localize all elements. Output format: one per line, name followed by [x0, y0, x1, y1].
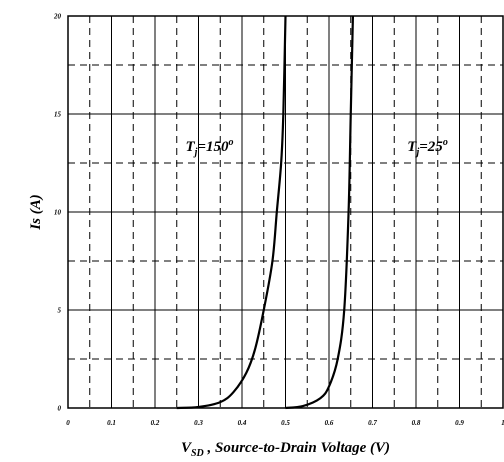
x-tick-label: 0.9	[455, 419, 464, 427]
x-tick-label: 0.5	[281, 419, 290, 427]
curves	[176, 15, 355, 410]
x-tick-label: 0.3	[194, 419, 203, 427]
plot-frame	[67, 15, 504, 409]
y-axis-label: Is (A)	[28, 194, 44, 230]
y-axis-label-rest: (A)	[28, 194, 44, 218]
x-axis-label: VSD , Source-to-Drain Voltage (V)	[181, 440, 390, 459]
x-tick-label: 0.7	[368, 419, 377, 427]
y-tick-label: 15	[54, 111, 62, 119]
x-tick-labels: 0 0.1 0.2 0.3 0.4 0.5 0.6 0.7 0.8 0.9 1	[66, 419, 504, 427]
x-axis-label-rest: , Source-to-Drain Voltage (V)	[204, 440, 390, 456]
x-tick-label: 0.2	[151, 419, 160, 427]
x-tick-label: 1	[501, 419, 504, 427]
series-line-0	[176, 15, 287, 410]
series-labels: Tj=150o Tj=25o	[185, 137, 447, 158]
series-label-1: Tj=25o	[407, 137, 448, 158]
y-tick-label: 10	[54, 209, 62, 217]
x-tick-label: 0	[66, 419, 70, 427]
series-line-1	[285, 15, 355, 410]
x-tick-label: 0.8	[412, 419, 421, 427]
x-tick-label: 0.6	[325, 419, 334, 427]
series-label-0: Tj=150o	[185, 137, 233, 158]
grid	[68, 16, 503, 408]
y-tick-label: 20	[53, 13, 62, 21]
y-tick-label: 5	[58, 307, 62, 315]
x-axis-label-main: V	[181, 440, 193, 456]
y-tick-labels: 0 5 10 15 20	[53, 13, 62, 413]
y-axis-label-main: Is	[28, 218, 44, 231]
x-axis-label-sub: SD	[191, 448, 204, 459]
x-tick-label: 0.4	[238, 419, 247, 427]
y-tick-label: 0	[58, 405, 62, 413]
x-tick-label: 0.1	[107, 419, 116, 427]
